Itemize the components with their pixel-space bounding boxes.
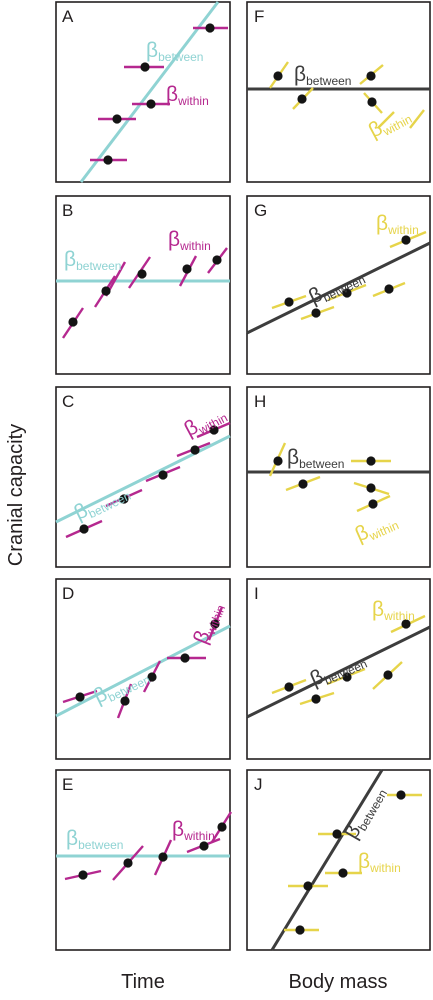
panel-f: F βbetween βwithin <box>246 1 431 183</box>
panel-e-beta-within-label: βwithin <box>172 818 215 843</box>
panel-i-frame <box>246 578 431 760</box>
panel-i-points <box>284 619 411 704</box>
panel-i-letter: I <box>254 584 259 603</box>
panel-f-frame <box>246 1 431 183</box>
panel-b-beta-between-label: βbetween <box>64 248 121 273</box>
panel-e: E βbetween βwithin <box>55 769 233 951</box>
panel-h-points <box>273 456 378 509</box>
panel-b-beta-within-label: βwithin <box>168 228 211 253</box>
panel-b-frame <box>55 195 231 375</box>
panel-j-beta-within-label: βwithin <box>358 850 401 875</box>
panel-e-points <box>78 822 227 880</box>
panel-d-letter: D <box>62 584 74 603</box>
panel-a-letter: A <box>62 7 74 26</box>
panel-i-beta-within-label: βwithin <box>372 598 415 623</box>
panel-d-points <box>75 619 220 706</box>
panel-c-letter: C <box>62 392 74 411</box>
panel-d: D βbetween βwithin <box>55 578 231 760</box>
panel-i-between-line <box>246 625 431 719</box>
panel-j-points <box>295 790 406 935</box>
panel-f-beta-between-label: βbetween <box>294 63 351 88</box>
panel-b: B βbetween βwithin <box>55 195 231 375</box>
panel-i: I βbetween βwithin <box>246 578 431 760</box>
panel-c: C βbetween βwithin <box>55 386 231 568</box>
panel-a-beta-between-label: βbetween <box>146 39 203 64</box>
panel-g-beta-within-label: βwithin <box>376 212 419 237</box>
panel-j-between-line <box>270 769 384 951</box>
panel-a: A βbetween βwithin <box>55 1 231 183</box>
panel-c-frame <box>55 386 231 568</box>
panel-e-frame <box>55 769 231 951</box>
panel-g-between-line <box>246 241 431 335</box>
panel-a-between-line <box>79 1 220 183</box>
panel-h-beta-between-label: βbetween <box>287 446 344 471</box>
panel-h-frame <box>246 386 431 568</box>
x-axis-label-time: Time <box>121 971 165 993</box>
panel-a-frame <box>55 1 231 183</box>
x-axis-label-body-mass: Body mass <box>289 971 388 993</box>
panel-g: G βbetween βwithin <box>246 195 431 375</box>
panel-j-letter: J <box>254 775 263 794</box>
panel-j: J βbetween βwithin <box>246 769 431 951</box>
panel-b-letter: B <box>62 201 73 220</box>
panel-c-points <box>79 425 219 534</box>
panel-j-frame <box>246 769 431 951</box>
panel-h-letter: H <box>254 392 266 411</box>
panel-a-points <box>103 23 215 165</box>
panel-e-beta-between-label: βbetween <box>66 827 123 852</box>
panel-f-letter: F <box>254 7 264 26</box>
panel-a-beta-within-label: βwithin <box>166 83 209 108</box>
panel-d-between-line <box>55 624 231 718</box>
panel-f-points <box>273 71 377 107</box>
panel-b-points <box>68 255 222 327</box>
panel-h: H βbetween βwithin <box>246 386 431 568</box>
panel-g-points <box>284 235 411 318</box>
panel-g-letter: G <box>254 201 267 220</box>
panel-e-letter: E <box>62 775 73 794</box>
panel-c-between-line <box>55 434 231 524</box>
y-axis-label: Cranial capacity <box>5 424 27 566</box>
panel-d-frame <box>55 578 231 760</box>
